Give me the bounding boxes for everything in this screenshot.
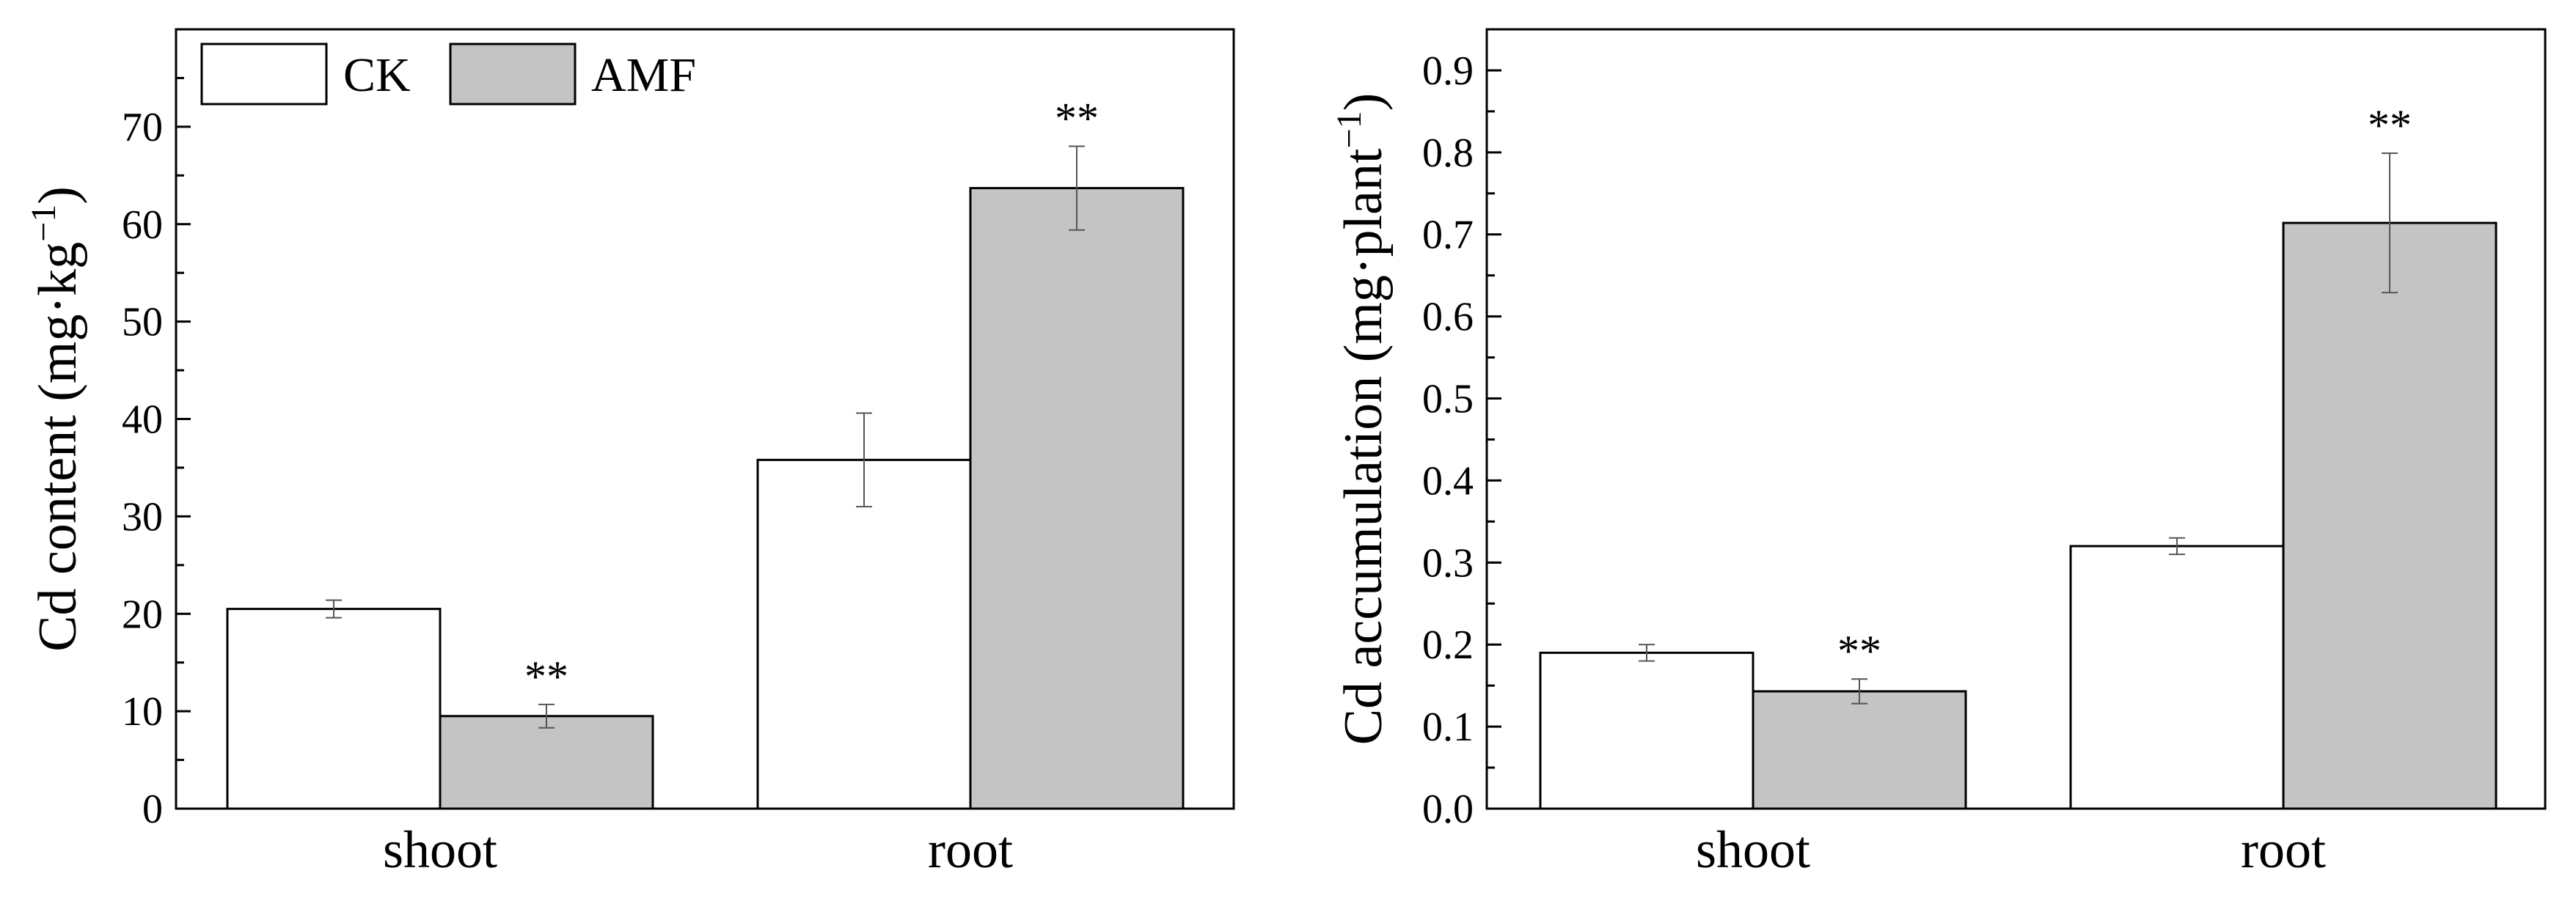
significance-label-amf-root: ** bbox=[2368, 101, 2412, 150]
significance-label-amf-shoot: ** bbox=[1837, 627, 1881, 675]
y-tick-label: 20 bbox=[122, 592, 163, 637]
y-tick-label: 0.3 bbox=[1422, 540, 1474, 586]
y-tick-label: 0 bbox=[142, 787, 163, 832]
y-tick-label: 10 bbox=[122, 689, 163, 735]
y-tick-label: 60 bbox=[122, 202, 163, 248]
y-tick-label: 30 bbox=[122, 494, 163, 540]
bar-ck-root bbox=[756, 458, 972, 810]
legend-swatch-ck bbox=[200, 43, 328, 106]
bar-amf-shoot bbox=[1752, 690, 1967, 810]
y-tick-label: 0.4 bbox=[1422, 458, 1474, 504]
y-tick-label: 70 bbox=[122, 105, 163, 150]
bar-ck-shoot bbox=[226, 608, 442, 810]
bar-amf-root bbox=[969, 187, 1185, 810]
significance-label-amf-root: ** bbox=[1055, 94, 1099, 142]
x-category-label-shoot: shoot bbox=[383, 820, 497, 879]
bar-amf-shoot bbox=[439, 715, 654, 810]
x-category-label-shoot: shoot bbox=[1696, 820, 1810, 879]
y-axis-title: Cd accumulation (mg·plant−1) bbox=[1330, 93, 1394, 746]
significance-label-amf-shoot: ** bbox=[524, 652, 568, 701]
y-tick-label: 0.8 bbox=[1422, 130, 1474, 176]
y-tick-label: 0.7 bbox=[1422, 213, 1474, 258]
x-category-label-root: root bbox=[2241, 820, 2326, 879]
legend-swatch-amf bbox=[449, 43, 577, 106]
bar-amf-root bbox=[2282, 221, 2498, 810]
legend-label-ck: CK bbox=[343, 48, 411, 102]
y-axis-title: Cd content (mg·kg−1) bbox=[24, 186, 88, 652]
x-category-label-root: root bbox=[928, 820, 1013, 879]
y-tick-label: 0.6 bbox=[1422, 295, 1474, 340]
y-tick-label: 40 bbox=[122, 397, 163, 443]
bar-ck-root bbox=[2069, 545, 2285, 810]
y-tick-label: 0.2 bbox=[1422, 622, 1474, 668]
bar-ck-shoot bbox=[1539, 651, 1754, 810]
y-tick-label: 0.0 bbox=[1422, 787, 1474, 832]
plot-frame bbox=[1485, 28, 2547, 810]
y-tick-label: 0.5 bbox=[1422, 377, 1474, 422]
y-tick-label: 0.9 bbox=[1422, 48, 1474, 94]
y-tick-label: 50 bbox=[122, 300, 163, 345]
legend-label-amf: AMF bbox=[591, 48, 696, 102]
y-tick-label: 0.1 bbox=[1422, 705, 1474, 750]
